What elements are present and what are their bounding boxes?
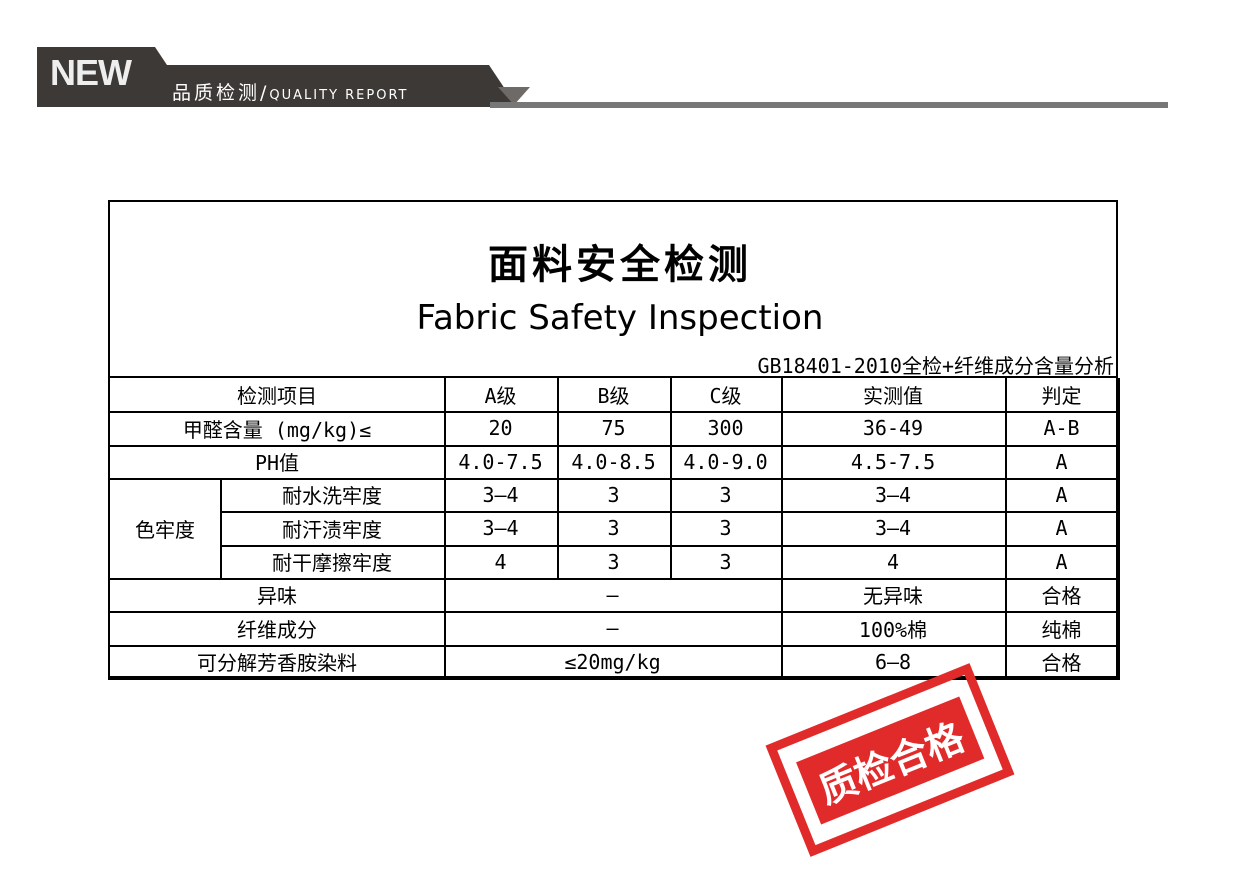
row-a: 20: [444, 411, 559, 447]
row-a: 3—4: [444, 511, 559, 547]
row-a: 4: [444, 545, 559, 580]
doc-title-cn: 面料安全检测: [488, 242, 752, 288]
header-cell: B级: [557, 378, 672, 413]
row-item: PH值: [108, 445, 446, 480]
qualified-stamp: 质检合格: [765, 663, 1015, 857]
header-title: 品质检测/QUALITY REPORT: [172, 78, 408, 105]
row-measured: 6—8: [781, 645, 1007, 680]
row-b: 3: [557, 511, 672, 547]
row-item: 耐汗渍牢度: [220, 511, 446, 547]
row-c: 3: [670, 478, 783, 513]
row-c: 3: [670, 545, 783, 580]
doc-title-en: Fabric Safety Inspection: [416, 298, 824, 338]
row-item: 异味: [108, 578, 446, 613]
header-cell: C级: [670, 378, 783, 413]
row-b: 3: [557, 545, 672, 580]
row-item: 可分解芳香胺染料: [108, 645, 446, 680]
row-result: A: [1005, 445, 1120, 480]
row-b: 75: [557, 411, 672, 447]
header-rule: [490, 102, 1168, 108]
row-measured: 3—4: [781, 478, 1007, 513]
row-c: 300: [670, 411, 783, 447]
row-b: 3: [557, 478, 672, 513]
row-measured: 4.5-7.5: [781, 445, 1007, 480]
standard-label: GB18401-2010全检+纤维成分含量分析: [757, 354, 1114, 378]
row-c: 3: [670, 511, 783, 547]
row-result: 纯棉: [1005, 611, 1120, 647]
row-item: 甲醛含量 (mg/kg)≤: [108, 411, 446, 447]
header-cell: 检测项目: [108, 378, 446, 413]
row-a: 4.0-7.5: [444, 445, 559, 480]
row-measured: 36-49: [781, 411, 1007, 447]
row-measured: 100%棉: [781, 611, 1007, 647]
row-requirement: —: [444, 611, 783, 647]
row-a: 3—4: [444, 478, 559, 513]
row-item: 耐水洗牢度: [220, 478, 446, 513]
row-result: A-B: [1005, 411, 1120, 447]
stamp-text: 质检合格: [795, 695, 985, 825]
row-item: 耐干摩擦牢度: [220, 545, 446, 580]
row-result: A: [1005, 545, 1120, 580]
row-result: A: [1005, 478, 1120, 513]
row-c: 4.0-9.0: [670, 445, 783, 480]
header-cell: 判定: [1005, 378, 1120, 413]
header-cell: A级: [444, 378, 559, 413]
row-requirement: ≤20mg/kg: [444, 645, 783, 680]
header-cell: 实测值: [781, 378, 1007, 413]
row-requirement: —: [444, 578, 783, 613]
row-measured: 4: [781, 545, 1007, 580]
row-result: 合格: [1005, 645, 1120, 680]
new-label: NEW: [50, 52, 132, 93]
row-measured: 无异味: [781, 578, 1007, 613]
title-cn: 品质检测/: [172, 82, 270, 104]
row-measured: 3—4: [781, 511, 1007, 547]
table-top-border: [108, 376, 1118, 378]
row-result: 合格: [1005, 578, 1120, 613]
row-item: 纤维成分: [108, 611, 446, 647]
row-b: 4.0-8.5: [557, 445, 672, 480]
title-en: QUALITY REPORT: [269, 88, 409, 103]
group-label-color-fastness: 色牢度: [108, 478, 222, 580]
row-result: A: [1005, 511, 1120, 547]
